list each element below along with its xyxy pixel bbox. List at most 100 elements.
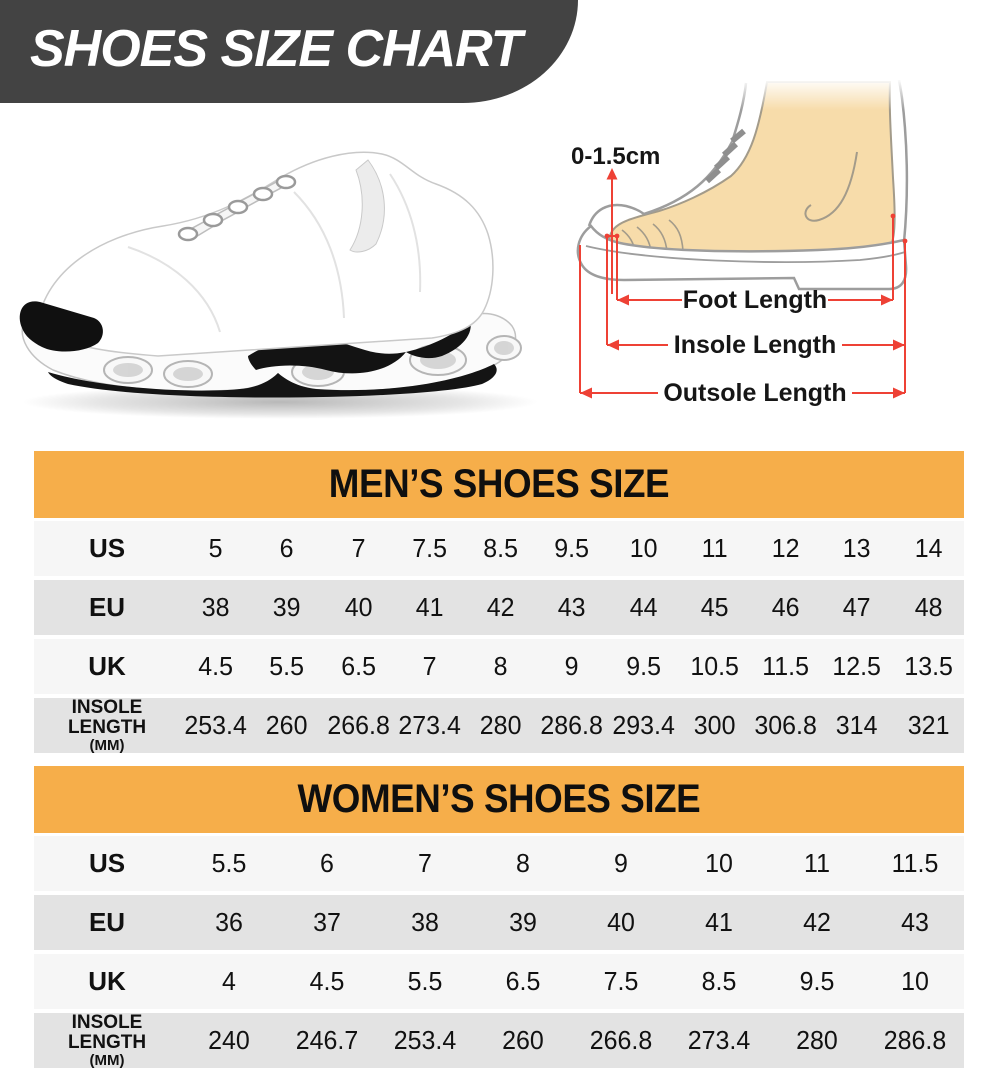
size-cell: 273.4 xyxy=(398,710,461,740)
size-cell: 7.5 xyxy=(603,966,639,996)
row-label: US xyxy=(88,847,126,878)
size-cell: 300 xyxy=(693,710,736,740)
womens-size-table: WOMEN’S SHOES SIZE US 5.5 6 7 8 9 10 11 11.5 EU 36… xyxy=(34,766,964,1068)
size-cell: 6.5 xyxy=(505,966,541,996)
size-cell: 42 xyxy=(803,907,831,937)
size-cell: 10.5 xyxy=(690,651,739,681)
size-cell: 8 xyxy=(493,651,508,681)
page-title: SHOES SIZE CHART xyxy=(30,19,523,78)
size-cell: 43 xyxy=(901,907,929,937)
size-cell: 4.5 xyxy=(198,651,233,681)
size-row: EU 38 39 40 41 42 43 44 45 46 47 48 xyxy=(34,580,964,635)
row-label: UK xyxy=(88,650,126,681)
size-cell: 293.4 xyxy=(611,710,675,740)
size-cell: 8.5 xyxy=(483,533,519,563)
size-cell: 240 xyxy=(208,1025,250,1055)
size-cell: 12 xyxy=(771,533,800,563)
size-cell: 11.5 xyxy=(891,848,939,878)
row-label: INSOLE LENGTH (MM) xyxy=(67,696,147,754)
size-cell: 6 xyxy=(320,848,334,878)
size-row: UK 4.5 5.5 6.5 7 8 9 9.5 10.5 11.5 12.5 13.5 xyxy=(34,639,964,694)
size-cell: 9.5 xyxy=(799,966,835,996)
mens-table-body: US 5 6 7 7.5 8.5 9.5 10 11 12 13 14 EU 38 39 40 41 42 43 44… xyxy=(34,521,964,753)
size-cell: 280 xyxy=(479,710,522,740)
mens-table-header: MEN’S SHOES SIZE xyxy=(34,451,964,518)
size-row: EU 36 37 38 39 40 41 42 43 xyxy=(34,895,964,950)
size-cell: 5 xyxy=(208,533,223,563)
size-cell: 39 xyxy=(509,907,537,937)
size-cell: 8.5 xyxy=(701,966,737,996)
size-cell: 5.5 xyxy=(211,848,247,878)
size-cell: 10 xyxy=(705,848,733,878)
womens-table-header: WOMEN’S SHOES SIZE xyxy=(34,766,964,833)
size-cell: 280 xyxy=(796,1025,838,1055)
mens-size-table: MEN’S SHOES SIZE US 5 6 7 7.5 8.5 9.5 10 11 12 13 1… xyxy=(34,451,964,753)
size-cell: 12.5 xyxy=(832,651,882,681)
size-cell: 8 xyxy=(516,848,530,878)
size-cell: 9.5 xyxy=(625,651,661,681)
row-label: EU xyxy=(88,906,126,937)
size-cell: 7 xyxy=(422,651,437,681)
size-cell: 9 xyxy=(614,848,628,878)
toe-gap-label: 0-1.5cm xyxy=(571,143,660,170)
size-cell: 40 xyxy=(344,592,373,622)
size-cell: 286.8 xyxy=(540,710,604,740)
size-cell: 48 xyxy=(914,592,943,622)
size-row: US 5 6 7 7.5 8.5 9.5 10 11 12 13 14 xyxy=(34,521,964,576)
size-cell: 40 xyxy=(607,907,635,937)
size-row: US 5.5 6 7 8 9 10 11 11.5 xyxy=(34,836,964,891)
foot-measurement-diagram: 0-1.5cm Foot Length Insole Length Outsol… xyxy=(571,80,918,407)
outsole-length-label: Outsole Length xyxy=(663,379,846,407)
size-cell: 36 xyxy=(215,907,243,937)
size-cell: 47 xyxy=(843,592,871,622)
size-cell: 7 xyxy=(351,533,366,563)
banner: SHOES SIZE CHART xyxy=(0,0,578,103)
size-cell: 314 xyxy=(836,710,878,740)
size-cell: 9.5 xyxy=(554,533,590,563)
size-cell: 13 xyxy=(843,533,871,563)
size-cell: 41 xyxy=(415,592,444,622)
size-cell: 46 xyxy=(771,592,800,622)
size-cell: 13.5 xyxy=(903,651,953,681)
size-row: INSOLE LENGTH (MM) 253.4 260 266.8 273.4 280 28… xyxy=(34,696,964,754)
size-cell: 321 xyxy=(907,710,950,740)
size-cell: 306.8 xyxy=(754,710,817,740)
size-cell: 7 xyxy=(418,848,432,878)
mens-table-title: MEN’S SHOES SIZE xyxy=(328,462,670,506)
size-cell: 7.5 xyxy=(412,533,447,563)
size-cell: 6.5 xyxy=(340,651,376,681)
row-label: EU xyxy=(88,591,126,622)
size-cell: 286.8 xyxy=(883,1025,947,1055)
size-cell: 38 xyxy=(411,907,439,937)
size-row: UK 4 4.5 5.5 6.5 7.5 8.5 9.5 10 xyxy=(34,954,964,1009)
size-cell: 11.5 xyxy=(762,651,810,681)
size-cell: 39 xyxy=(273,592,301,622)
size-cell: 266.8 xyxy=(326,710,390,740)
size-cell: 37 xyxy=(313,907,341,937)
size-cell: 4.5 xyxy=(309,966,345,996)
womens-table-title: WOMEN’S SHOES SIZE xyxy=(297,777,701,821)
size-cell: 260 xyxy=(502,1025,544,1055)
size-cell: 246.7 xyxy=(295,1025,359,1055)
size-cell: 45 xyxy=(700,592,729,622)
size-row: INSOLE LENGTH (MM) 240 246.7 253.4 260 266.8 27… xyxy=(34,1011,964,1069)
size-cell: 9 xyxy=(565,651,579,681)
size-cell: 266.8 xyxy=(589,1025,653,1055)
size-cell: 14 xyxy=(914,533,943,563)
size-cell: 11 xyxy=(701,533,728,563)
sneaker-image xyxy=(19,151,538,419)
size-cell: 4 xyxy=(222,966,236,996)
size-cell: 10 xyxy=(901,966,929,996)
size-cell: 42 xyxy=(486,592,515,622)
insole-length-label: Insole Length xyxy=(674,331,837,359)
size-cell: 11 xyxy=(804,848,830,878)
row-label: US xyxy=(88,532,126,563)
size-cell: 5.5 xyxy=(269,651,305,681)
size-cell: 38 xyxy=(201,592,230,622)
size-cell: 5.5 xyxy=(407,966,443,996)
size-cell: 273.4 xyxy=(687,1025,751,1055)
womens-table-body: US 5.5 6 7 8 9 10 11 11.5 EU 36 37 38 39 40 41 42 43 UK 4 4.… xyxy=(34,836,964,1068)
row-label: INSOLE LENGTH (MM) xyxy=(67,1011,147,1069)
size-cell: 6 xyxy=(279,533,294,563)
size-cell: 260 xyxy=(266,710,308,740)
